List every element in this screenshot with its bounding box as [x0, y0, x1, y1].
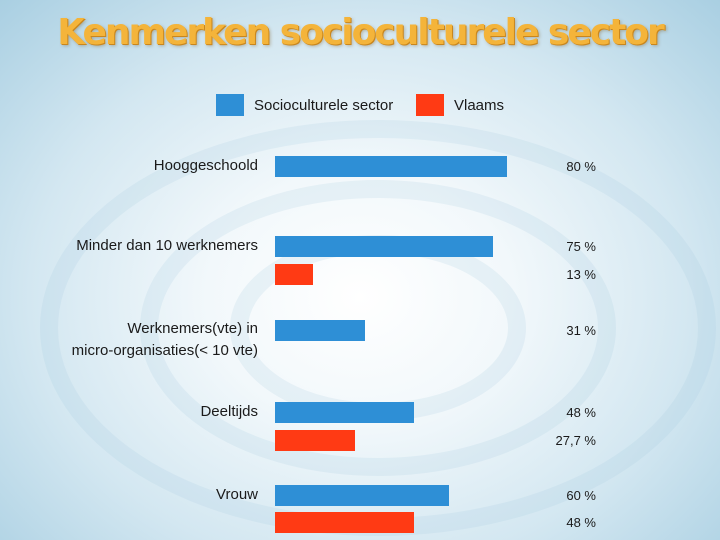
value-label: 48 % [566, 405, 596, 420]
category-label: Deeltijds [38, 401, 258, 423]
category-label: Werknemers(vte) in micro-organisaties(< 1… [38, 318, 258, 362]
bar-vlaams [275, 512, 414, 533]
category-label-line: Vrouw [216, 486, 258, 503]
bar-vlaams [275, 264, 313, 285]
legend-item-sector: Socioculturele sector [216, 92, 393, 118]
category-label-line: Minder dan 10 werknemers [76, 237, 258, 254]
bar-sector [275, 485, 449, 506]
category-label-line: Werknemers(vte) in [127, 320, 258, 337]
bar-sector [275, 320, 365, 341]
legend-label-sector: Socioculturele sector [254, 96, 394, 114]
value-label: 48 % [566, 515, 596, 530]
bar-sector [275, 236, 493, 257]
value-label: 27,7 % [555, 433, 596, 448]
legend-swatch-vlaams [416, 94, 444, 116]
category-label: Minder dan 10 werknemers [38, 235, 258, 257]
bar-vlaams [275, 430, 355, 451]
legend-label-vlaams: Vlaams [454, 96, 505, 114]
value-label: 60 % [566, 488, 596, 503]
category-label-line: Hooggeschoold [153, 157, 258, 174]
category-label: Vrouw [38, 484, 258, 506]
value-label: 75 % [566, 239, 596, 254]
value-label: 13 % [566, 267, 596, 282]
value-label: 80 % [566, 159, 596, 174]
legend-swatch-sector [216, 94, 244, 116]
category-label-line: Deeltijds [200, 403, 258, 420]
slide-title: Kenmerken socioculturele sector [57, 12, 665, 53]
category-label: Hooggeschoold [38, 155, 258, 177]
value-label: 31 % [566, 323, 596, 338]
bar-sector [275, 402, 414, 423]
legend-item-vlaams: Vlaams [416, 92, 504, 118]
category-label-line: micro-organisaties(< 10 vte) [71, 342, 258, 359]
bar-sector [275, 156, 507, 177]
